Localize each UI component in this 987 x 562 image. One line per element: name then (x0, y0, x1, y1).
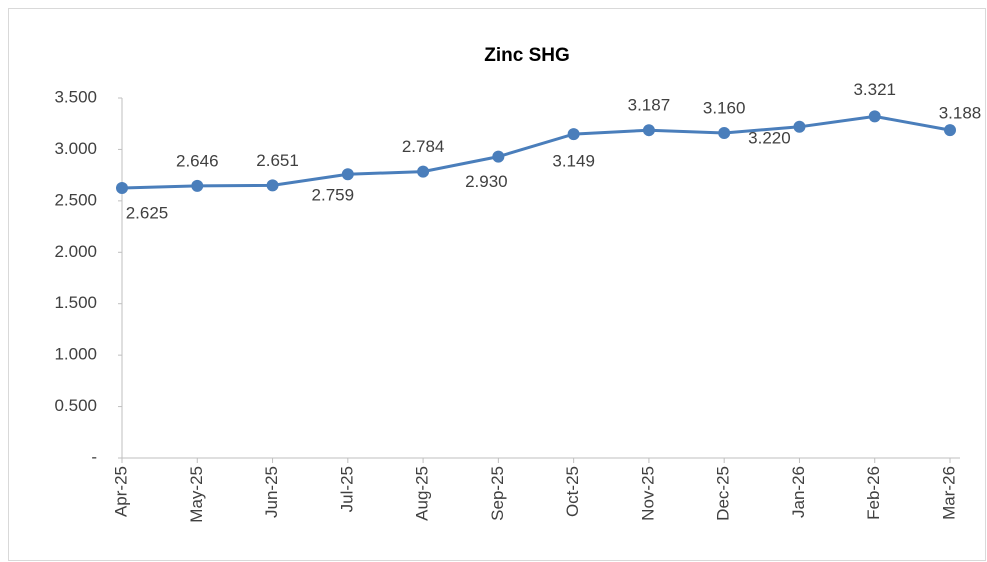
x-tick-label: Feb-26 (864, 466, 883, 520)
data-point (793, 120, 806, 133)
y-tick-label: 1.500 (54, 293, 97, 312)
data-label: 2.784 (402, 137, 445, 156)
y-tick-label: 3.000 (54, 139, 97, 158)
data-point (341, 168, 354, 181)
data-point (417, 165, 430, 178)
x-tick-label: Nov-25 (638, 466, 657, 521)
data-point (642, 124, 655, 137)
data-label: 2.930 (465, 172, 508, 191)
data-label: 3.321 (853, 80, 896, 99)
chart-frame (8, 8, 986, 561)
data-point (116, 182, 128, 194)
y-tick-label: 3.500 (54, 87, 97, 106)
x-tick-label: Jun-25 (262, 466, 281, 518)
data-label: 3.149 (552, 152, 595, 171)
data-point (567, 128, 580, 141)
y-tick-label: 1.000 (54, 345, 97, 364)
data-label: 2.651 (256, 151, 299, 170)
data-point (944, 124, 956, 137)
data-label: 2.646 (176, 151, 219, 170)
data-label: 3.220 (748, 128, 791, 147)
y-tick-label: - (91, 447, 97, 466)
y-tick-label: 2.500 (54, 190, 97, 209)
data-label: 2.759 (312, 186, 355, 205)
data-label: 2.625 (126, 203, 169, 222)
series-line (121, 114, 951, 190)
data-label: 3.188 (939, 104, 982, 123)
data-point (266, 179, 279, 192)
data-point (492, 150, 505, 163)
data-label: 3.160 (703, 98, 746, 117)
data-label: 3.187 (628, 96, 671, 115)
x-tick-label: May-25 (187, 466, 206, 523)
x-tick-label: Mar-26 (939, 466, 958, 520)
data-point (191, 179, 204, 192)
chart-title: Zinc SHG (484, 45, 570, 66)
y-tick-label: 0.500 (54, 396, 97, 415)
y-tick-label: 2.000 (54, 242, 97, 261)
x-tick-label: Aug-25 (413, 466, 432, 521)
x-tick-label: Jan-26 (789, 466, 808, 518)
x-tick-label: Dec-25 (714, 466, 733, 521)
data-point (718, 126, 731, 139)
x-tick-label: Apr-25 (111, 466, 130, 517)
x-tick-label: Oct-25 (563, 466, 582, 517)
x-tick-label: Jul-25 (337, 466, 356, 512)
x-tick-label: Sep-25 (488, 466, 507, 521)
data-point (868, 110, 881, 123)
